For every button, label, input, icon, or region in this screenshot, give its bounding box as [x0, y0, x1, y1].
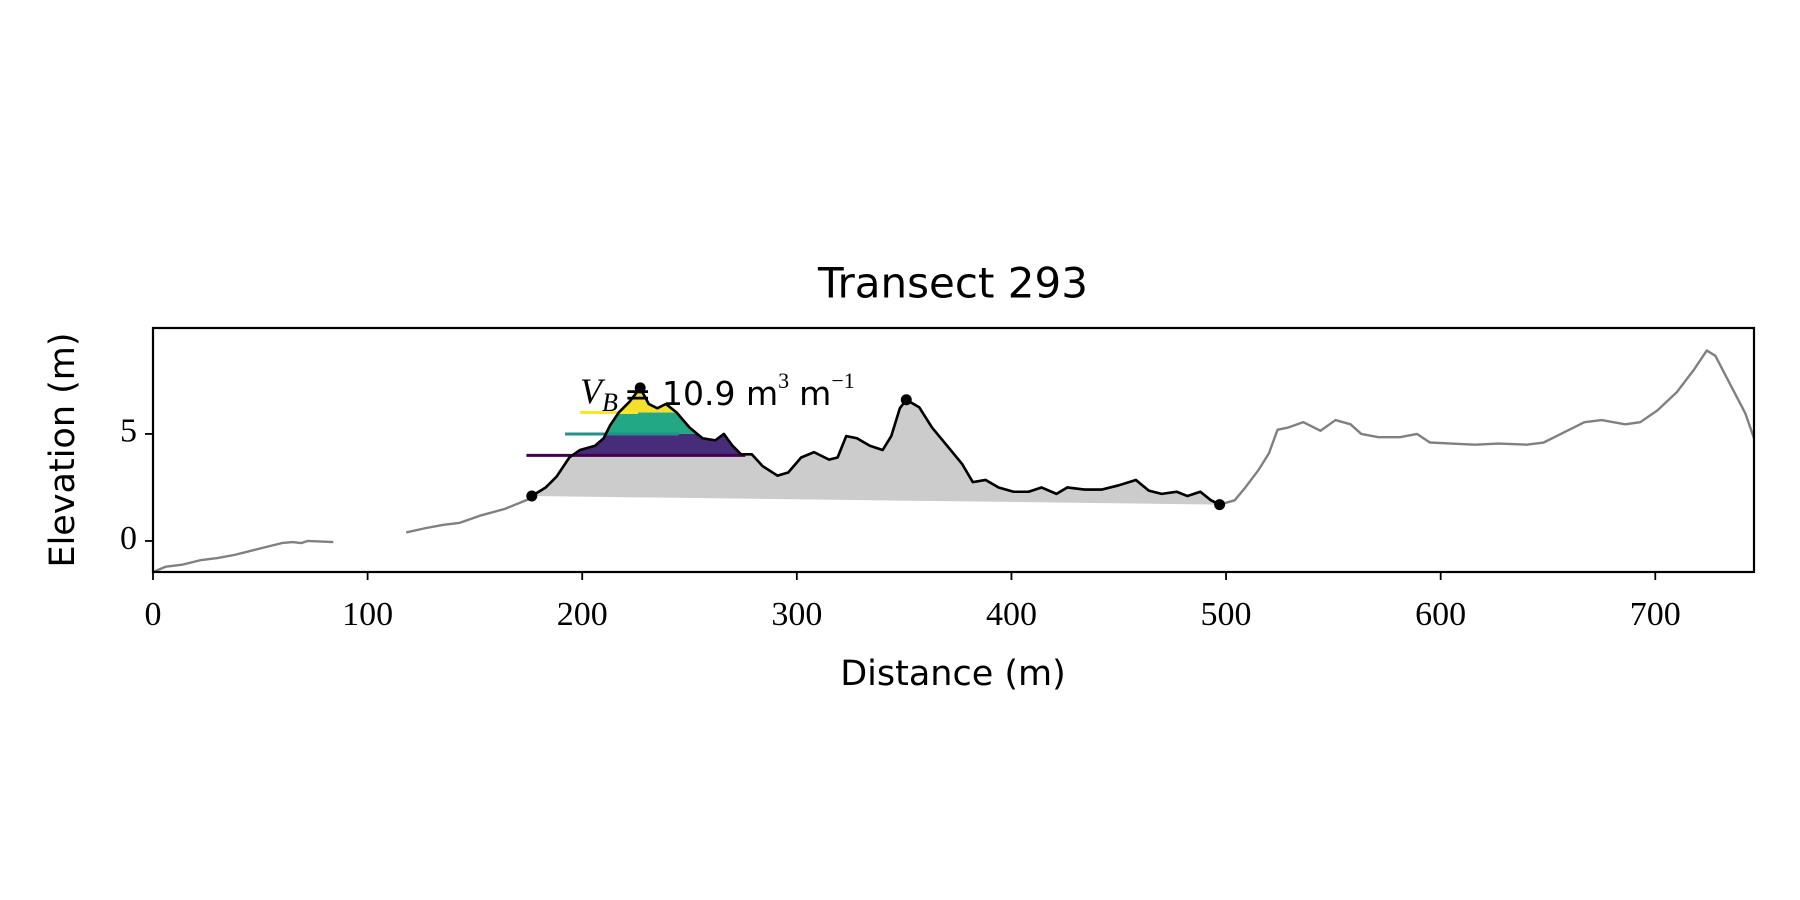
- axes-frame: [151, 326, 1756, 574]
- dune-line: [531, 386, 1221, 506]
- threshold-band: [531, 412, 746, 434]
- x-tick-label: 300: [771, 596, 822, 633]
- x-tick-label: 400: [986, 596, 1037, 633]
- dune-area: [531, 387, 1220, 505]
- chart-title: Transect 293: [817, 259, 1088, 308]
- x-tick-label: 700: [1630, 596, 1681, 633]
- x-tick-label: 600: [1415, 596, 1466, 633]
- y-axis-label: Elevation (m): [43, 332, 83, 567]
- marker-point: [634, 382, 646, 394]
- marker-point: [526, 490, 538, 502]
- marker-point: [1214, 499, 1226, 511]
- annotation-exponent: −1: [831, 368, 854, 393]
- annotation-symbol: V: [580, 371, 606, 411]
- annotation-text: = 10.9 m: [624, 374, 778, 413]
- x-tick-label: 200: [557, 596, 608, 633]
- annotation-exponent: 3: [778, 368, 789, 393]
- marker-point: [900, 394, 912, 406]
- annotation-unit: m: [799, 374, 831, 413]
- y-tick-label: 5: [120, 413, 137, 450]
- x-axis-label: Distance (m): [840, 654, 1066, 694]
- threshold-band: [531, 433, 746, 456]
- annotation-subscript: B: [602, 388, 618, 417]
- y-tick-label: 0: [120, 520, 137, 557]
- x-tick-label: 500: [1201, 596, 1252, 633]
- x-tick-label: 100: [342, 596, 393, 633]
- plot-area: 0 100 200 300 400 500 600 700 0 5: [120, 326, 1756, 633]
- x-tick-label: 0: [145, 596, 162, 633]
- annotation: VB = 10.9 m3 m−1: [580, 368, 855, 417]
